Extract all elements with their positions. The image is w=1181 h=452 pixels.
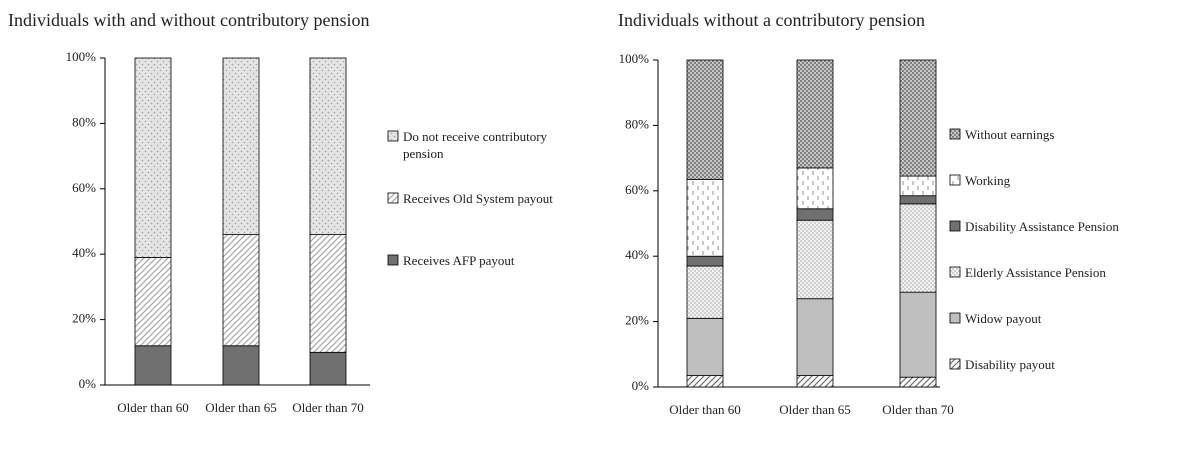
y-tick-label: 20% — [72, 311, 96, 326]
bar-segment — [899, 175, 937, 197]
bar-segment — [796, 208, 834, 221]
legend-swatch — [949, 266, 961, 278]
bar-segment — [686, 375, 724, 388]
chart-title: Individuals with and without contributor… — [8, 10, 370, 30]
bar-segment — [796, 375, 834, 388]
x-tick-label: Older than 70 — [882, 402, 954, 417]
legend-swatch — [949, 312, 961, 324]
legend-label: Elderly Assistance Pension — [965, 265, 1106, 280]
x-tick-label: Older than 70 — [292, 400, 364, 415]
bar-segment — [222, 345, 260, 386]
legend-swatch — [949, 174, 961, 186]
y-tick-label: 0% — [632, 378, 650, 393]
legend-swatch — [387, 130, 399, 142]
y-tick-label: 40% — [72, 245, 96, 260]
bar-segment — [222, 234, 260, 347]
bar-segment — [796, 59, 834, 169]
chart-title: Individuals without a contributory pensi… — [618, 10, 925, 30]
x-tick-label: Older than 65 — [779, 402, 851, 417]
y-tick-label: 80% — [72, 114, 96, 129]
legend-swatch — [949, 128, 961, 140]
bar-segment — [899, 59, 937, 177]
bar-segment — [686, 317, 724, 376]
bar-segment — [796, 219, 834, 300]
bar-segment — [309, 234, 347, 353]
y-tick-label: 100% — [619, 51, 650, 66]
legend-swatch — [387, 254, 399, 266]
x-tick-label: Older than 60 — [669, 402, 741, 417]
y-tick-label: 60% — [625, 182, 649, 197]
bar-segment — [134, 57, 172, 258]
x-tick-label: Older than 65 — [205, 400, 277, 415]
legend-label: Receives Old System payout — [403, 191, 553, 206]
bar-segment — [686, 178, 724, 257]
y-tick-label: 100% — [66, 49, 97, 64]
y-tick-label: 80% — [625, 116, 649, 131]
y-tick-label: 40% — [625, 247, 649, 262]
bar-segment — [309, 351, 347, 386]
bar-segment — [796, 167, 834, 210]
legend-swatch — [949, 358, 961, 370]
legend-label: Without earnings — [965, 127, 1055, 142]
legend-label: Do not receive contributory pension — [403, 129, 548, 161]
legend-label: Disability payout — [965, 357, 1055, 372]
bar-segment — [796, 298, 834, 376]
legend-label: Working — [965, 173, 1011, 188]
y-tick-label: 20% — [625, 313, 649, 328]
bar-segment — [899, 203, 937, 293]
bar-segment — [309, 57, 347, 235]
bar-segment — [686, 255, 724, 267]
bar-segment — [134, 345, 172, 386]
bar-segment — [899, 291, 937, 378]
bar-segment — [899, 195, 937, 205]
legend-label: Widow payout — [965, 311, 1042, 326]
bar-segment — [686, 59, 724, 180]
legend-swatch — [949, 220, 961, 232]
bar-segment — [899, 376, 937, 388]
bar-segment — [222, 57, 260, 235]
y-tick-label: 60% — [72, 180, 96, 195]
x-tick-label: Older than 60 — [117, 400, 189, 415]
legend-swatch — [387, 192, 399, 204]
legend-label: Disability Assistance Pension — [965, 219, 1119, 234]
bar-segment — [686, 265, 724, 319]
legend-label: Receives AFP payout — [403, 253, 515, 268]
y-tick-label: 0% — [79, 376, 97, 391]
bar-segment — [134, 257, 172, 347]
